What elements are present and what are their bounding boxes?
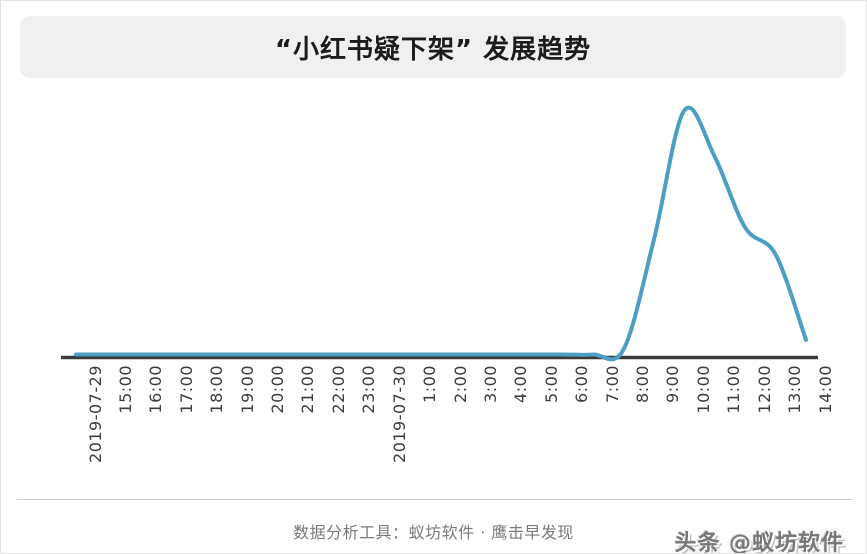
toutiao-watermark: 头条 @蚁坊软件 [674, 531, 844, 554]
x-axis-tick-label: 5:00 [541, 365, 561, 403]
x-axis-tick-label: 2019-07-29 [85, 365, 105, 463]
x-axis-tick-label: 9:00 [663, 365, 683, 403]
x-axis-tick-label: 21:00 [298, 365, 318, 414]
x-axis-tick-label: 2:00 [450, 365, 470, 403]
x-axis-tick-label: 10:00 [693, 365, 713, 414]
x-axis-tick-label: 11:00 [724, 365, 744, 414]
x-axis-tick-label: 4:00 [511, 365, 531, 403]
x-axis-tick-label: 19:00 [237, 365, 257, 414]
x-axis-tick-label: 18:00 [207, 365, 227, 414]
x-axis-tick-label: 6:00 [572, 365, 592, 403]
x-axis-tick-label: 3:00 [480, 365, 500, 403]
chart-title-banner: “小红书疑下架” 发展趋势 [20, 16, 846, 78]
x-axis-tick-label: 22:00 [328, 365, 348, 414]
x-axis-tick-label: 2019-07-30 [389, 365, 409, 463]
x-axis-tick-label: 7:00 [602, 365, 622, 403]
x-axis-tick-label: 12:00 [754, 365, 774, 414]
x-axis-tick-label: 15:00 [115, 365, 135, 414]
x-axis-tick-label: 20:00 [268, 365, 287, 414]
data-source-text: 数据分析工具：蚁坊软件 · 鹰击早发现 [293, 523, 574, 542]
x-axis-tick-label: 1:00 [420, 365, 440, 403]
x-axis-tick-label: 14:00 [815, 365, 835, 414]
x-axis-tick-label: 16:00 [146, 365, 166, 414]
footer-divider [17, 499, 852, 500]
x-axis-tick-label: 23:00 [359, 365, 379, 414]
x-axis-tick-label: 13:00 [785, 365, 805, 414]
chart-title: “小红书疑下架” 发展趋势 [274, 34, 592, 65]
x-axis-tick-label: 17:00 [176, 365, 196, 414]
trend-line-path [74, 105, 808, 362]
x-axis-tick-label: 8:00 [633, 365, 652, 403]
